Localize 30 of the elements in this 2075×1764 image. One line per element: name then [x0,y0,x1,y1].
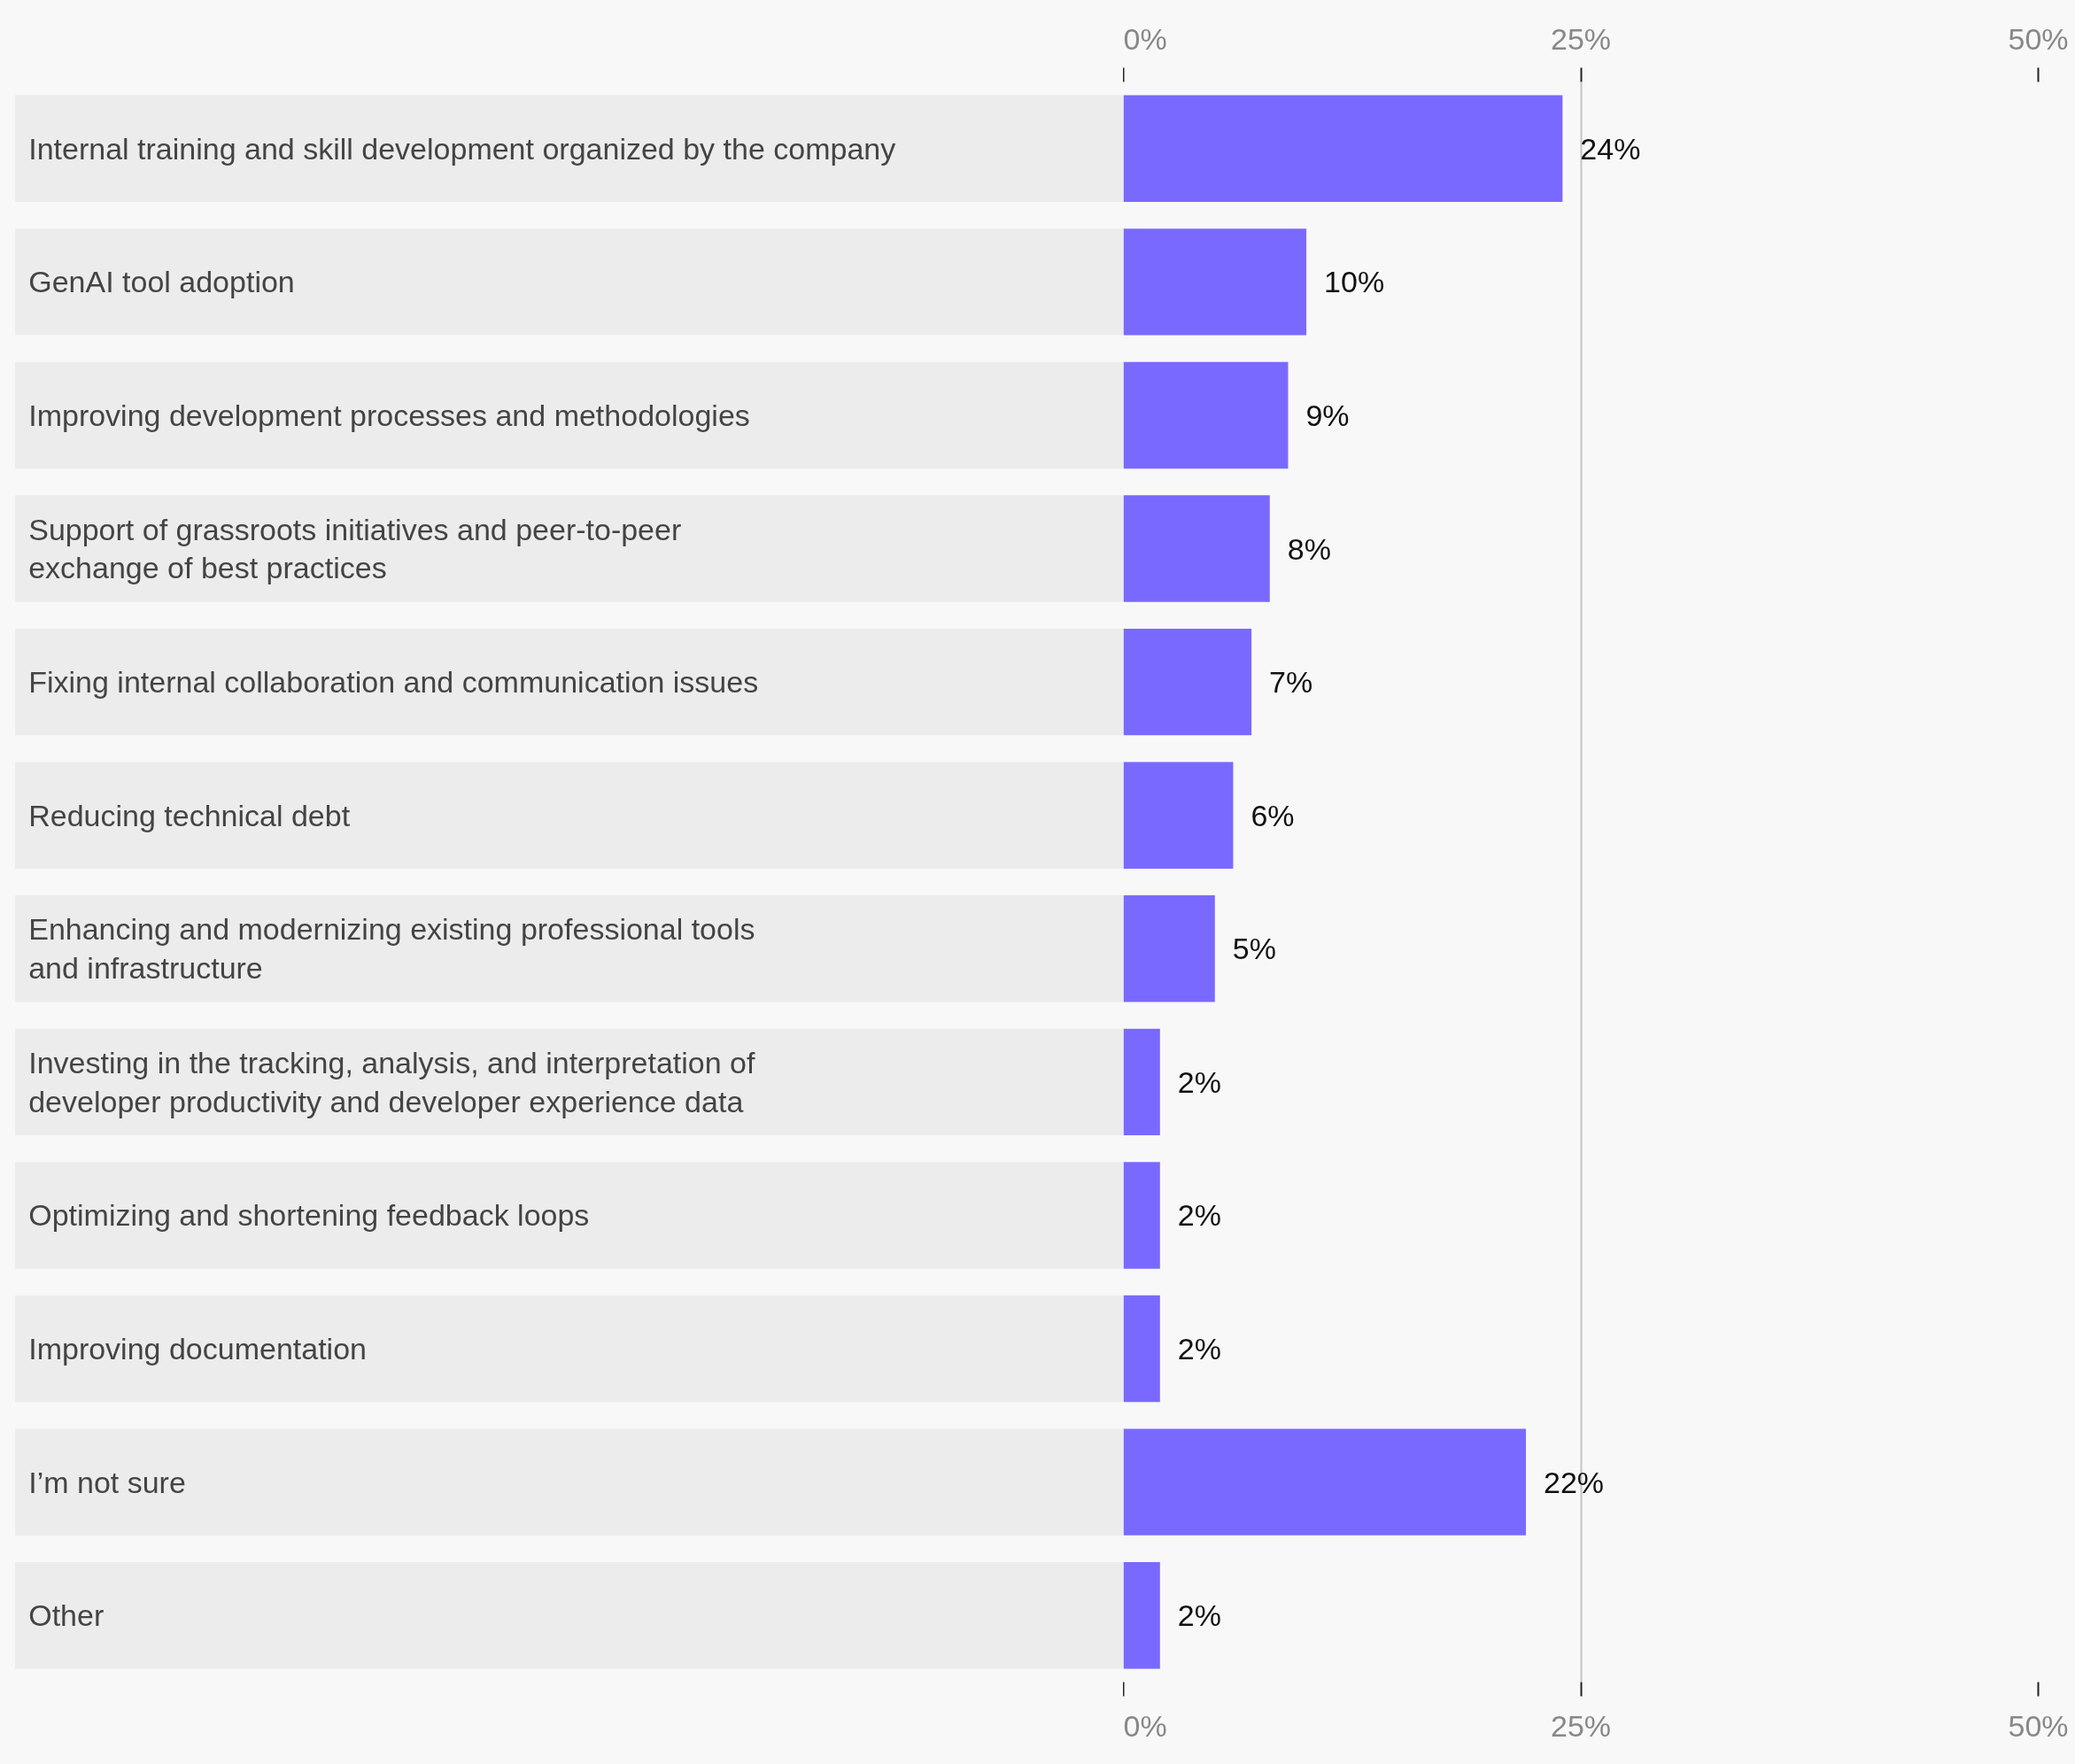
y-tick-label: Optimizing and shortening feedback loops [28,1198,590,1233]
data-label: 9% [1305,398,1350,432]
data-label: 8% [1287,531,1331,566]
y-tick-label: Improving development processes and methodologies [28,398,750,432]
data-label: 22% [1544,1465,1605,1499]
y-tick-label: Internal training and skill development organized by the company [28,131,896,166]
data-label: 10% [1324,265,1385,299]
data-label: 5% [1232,932,1276,966]
y-tick-label: Other [28,1598,105,1633]
data-label: 6% [1250,798,1295,832]
y-tick-label: Investing in the tracking, analysis, and interpretation of developer productivity and developer experience data [28,1046,755,1118]
x-tick-label: 25% [1550,1708,1612,1743]
data-label: 2% [1177,1198,1221,1233]
y-tick-label: Support of grassroots initiatives and peer-to-peer exchange of best practices [28,512,682,585]
data-label: 24% [1580,131,1641,166]
y-tick-label: GenAI tool adoption [28,265,295,299]
data-label: 2% [1177,1332,1221,1366]
x2-tick-label: 50% [2008,21,2069,56]
y-tick-label: Enhancing and modernizing existing professional tools and infrastructure [28,912,755,986]
x2-tick-label: 0% [1123,21,1167,56]
data-label: 2% [1177,1064,1221,1099]
y-tick-label: Reducing technical debt [28,798,351,832]
y-tick-label: Improving documentation [28,1332,367,1366]
x-tick-label: 50% [2008,1708,2069,1743]
x2-tick-label: 25% [1550,21,1612,56]
data-label: 2% [1177,1598,1221,1633]
x-tick-label: 0% [1123,1708,1167,1743]
y-tick-label: Fixing internal collaboration and communication issues [28,665,759,700]
data-label: 7% [1269,665,1313,700]
y-tick-label: I’m not sure [28,1465,186,1499]
